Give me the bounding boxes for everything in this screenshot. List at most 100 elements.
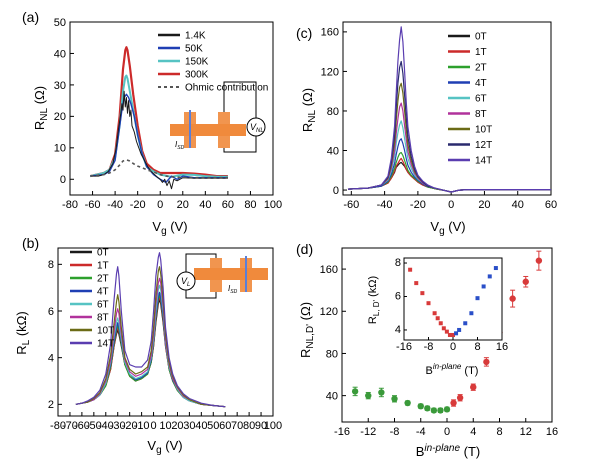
y-axis-label: RNL (Ω) (32, 86, 50, 130)
panel-a: -80 -60 -40 -20 0 20 40 60 80 100 0 10 20 30 40 50 1.4K 5… (22, 9, 282, 237)
current-label: ISD (228, 284, 238, 295)
panel-label: (b) (22, 235, 39, 251)
legend-c-label: 6T (475, 94, 487, 105)
plot-frame (69, 21, 274, 196)
legend-c-label: 14T (475, 156, 492, 167)
data-point-green (404, 399, 411, 407)
x-axis-label: Vg (V) (430, 219, 465, 237)
graphene-bar (194, 268, 268, 280)
x-tick-label: 0 (448, 199, 454, 211)
x-tick-label: -16 (334, 426, 350, 438)
voltmeter-circle (246, 117, 266, 137)
legend-c-label: 10T (475, 125, 492, 136)
wire (185, 290, 217, 299)
panel-label: (d) (296, 241, 313, 257)
data-point-green (417, 402, 424, 410)
x-tick-label: -60 (85, 199, 101, 211)
x-tick-label: 70 (231, 420, 243, 432)
y-axis-label: RNL (Ω) (300, 88, 318, 132)
x-tick-label: -80 (62, 199, 78, 211)
data-point-red (456, 394, 464, 401)
legend-b-label: 8T (97, 313, 109, 324)
x-tick-label: -40 (107, 199, 123, 211)
x-axis-label: Vg (V) (147, 438, 182, 456)
legend-c-label: 12T (475, 140, 492, 151)
data-point-red (535, 257, 543, 264)
series-line-8T (75, 277, 226, 408)
x-tick-label: -60 (74, 420, 90, 432)
legend-c-label: 2T (475, 63, 487, 74)
series-line-0T (347, 161, 551, 193)
legend-a-label: Ohmic contribution (185, 83, 268, 94)
series-line-10T (347, 82, 551, 193)
data-point-green (365, 392, 372, 399)
y-tick-label: 8 (48, 259, 54, 271)
y-tick-label: 10 (54, 143, 66, 155)
inset-point-red (438, 321, 443, 326)
x-tick-label: 0 (444, 426, 450, 438)
data-point-red (522, 278, 529, 285)
legend-c-label: 8T (475, 109, 487, 120)
x-tick-label: -20 (130, 199, 146, 211)
y-tick-label: 6 (395, 290, 401, 302)
inset-point-blue (457, 327, 462, 332)
y-tick-label: 160 (321, 27, 339, 39)
inset-point-red (414, 281, 419, 286)
y-tick-label: 4 (395, 324, 401, 336)
graphene-bar (170, 124, 246, 136)
data-point-red (450, 399, 457, 407)
x-tick-label: 40 (512, 199, 524, 211)
inset-point-red (408, 267, 413, 272)
y-tick-label: 80 (327, 106, 339, 118)
y-tick-label: 0 (333, 185, 339, 197)
legend-b-label: 4T (97, 287, 109, 298)
data-point-green (437, 407, 444, 414)
x-tick-label: 16 (546, 426, 558, 438)
y-tick-label: 2 (48, 399, 54, 411)
y-tick-label: 120 (320, 306, 338, 318)
x-tick-label: -40 (377, 199, 393, 211)
inset-point-red (441, 326, 446, 331)
series-line-8T (347, 102, 551, 193)
x-tick-label: -8 (424, 341, 434, 353)
voltmeter-label: VNL (250, 122, 264, 134)
x-tick-label: -30 (110, 420, 126, 432)
legend-b-label: 6T (97, 300, 109, 311)
x-tick-label: -4 (416, 426, 426, 438)
data-point-green (430, 407, 438, 414)
panel-label: (c) (296, 25, 312, 41)
panel-d: -16 -12 -8 -4 0 4 8 12 164080120160(d)Bin-plane … (296, 241, 558, 459)
legend-a-label: 50K (185, 44, 203, 55)
y-tick-label: 40 (326, 390, 338, 402)
legend-c-label: 1T (475, 47, 487, 58)
inset-point-blue (469, 311, 474, 316)
x-tick-label: 0 (150, 420, 156, 432)
y-tick-label: 6 (48, 306, 54, 318)
x-tick-label: 10 (159, 420, 171, 432)
panel-c: -60 -40 -20 0 20 40 60 0 40 80 120 160 0T 1T 2T 4T 6T 8T 1… (296, 21, 557, 237)
legend-c-label: 4T (475, 78, 487, 89)
series-line-12T (347, 60, 551, 193)
x-tick-label: 50 (207, 420, 219, 432)
inset-point-blue (493, 266, 498, 271)
voltmeter-label: VL (181, 276, 190, 288)
series-line-6T (347, 120, 551, 193)
contact-right (218, 112, 230, 148)
current-label: ISD (175, 140, 185, 151)
wire (223, 136, 257, 153)
data-point-green (443, 406, 451, 413)
x-tick-label: 80 (243, 420, 255, 432)
x-tick-label: -20 (410, 199, 426, 211)
y-axis-label: RNL,D' (Ω) (298, 302, 316, 358)
inset-point-red (426, 301, 431, 306)
x-tick-label: -40 (98, 420, 114, 432)
inset-point-red (435, 316, 440, 321)
x-tick-label: 40 (195, 420, 207, 432)
y-axis-label: RL (kΩ) (14, 311, 32, 354)
x-tick-label: -80 (50, 420, 66, 432)
y-tick-label: 50 (54, 17, 66, 29)
data-point-green (351, 388, 359, 395)
inset-point-red (444, 329, 449, 334)
y-tick-label: 30 (54, 80, 66, 92)
inset-point-red (451, 332, 455, 337)
